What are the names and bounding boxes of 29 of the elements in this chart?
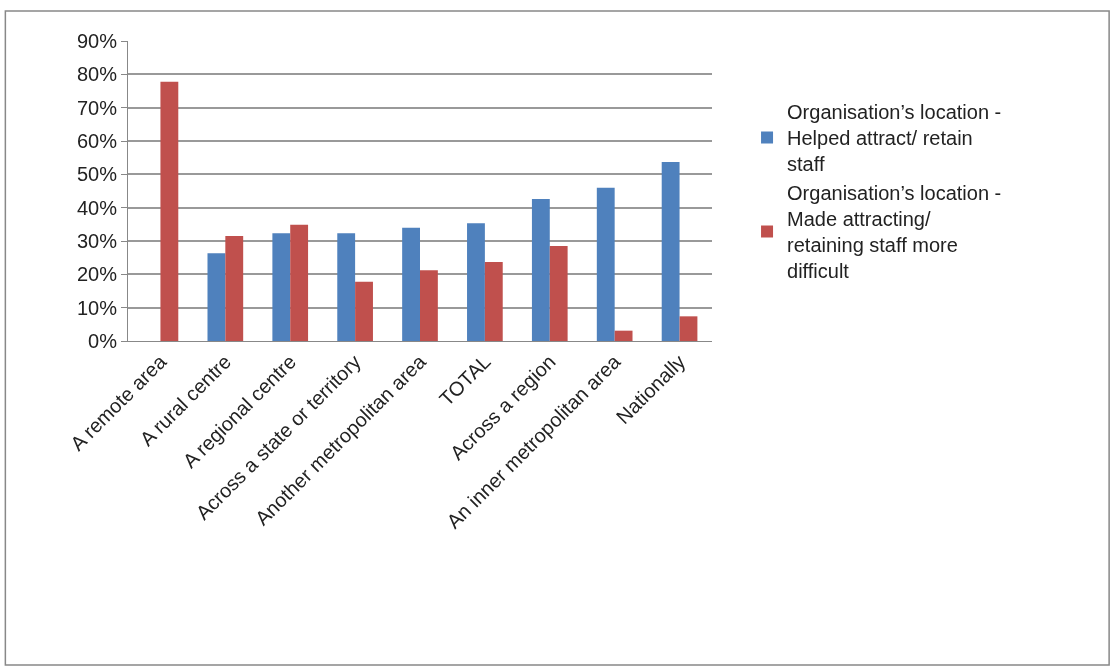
y-tick-label: 40% <box>76 196 118 219</box>
bar <box>402 227 420 341</box>
y-tick-label: 70% <box>76 96 118 119</box>
bar <box>484 262 503 341</box>
bar <box>355 281 373 341</box>
y-tick-label: 10% <box>76 296 118 319</box>
bar <box>337 233 356 341</box>
bar <box>467 223 485 341</box>
bar <box>420 270 438 341</box>
bar <box>272 233 291 341</box>
y-tick-label: 20% <box>76 263 118 286</box>
bar <box>160 81 179 341</box>
bar <box>661 162 680 341</box>
bar <box>225 236 244 341</box>
legend-label: Organisation’s location - Made attracting/ retaining staff more difficult <box>787 182 1002 283</box>
legend-label: Organisation’s location - Helped attract/ retain staff <box>787 101 1002 176</box>
bar <box>596 187 615 341</box>
y-tick-label: 90% <box>76 30 118 52</box>
bar <box>531 199 550 341</box>
y-tick-label: 30% <box>76 230 118 252</box>
bar <box>549 246 568 341</box>
y-tick-label: 0% <box>88 330 118 352</box>
bar <box>679 316 698 341</box>
y-tick-label: 60% <box>76 130 118 152</box>
y-tick-label: 80% <box>76 63 118 86</box>
bar <box>207 253 226 341</box>
y-tick-label: 50% <box>76 163 118 186</box>
bar <box>290 224 309 341</box>
bar <box>614 330 633 341</box>
